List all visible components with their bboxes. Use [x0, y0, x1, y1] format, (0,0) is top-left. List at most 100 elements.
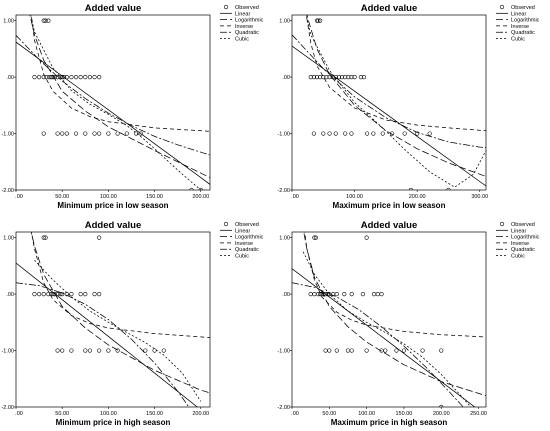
- observed-point: [41, 74, 46, 80]
- y-tick-label: -1.00: [277, 349, 290, 355]
- observed-point: [327, 348, 332, 353]
- legend-label: Linear: [511, 11, 526, 17]
- observed-point: [334, 348, 339, 353]
- legend-label: Logarithmic: [235, 235, 264, 241]
- observed-point: [55, 74, 60, 80]
- observed-point: [92, 131, 97, 136]
- x-tick-label: 50.00: [55, 411, 69, 417]
- observed-point: [83, 131, 88, 136]
- observed-point: [69, 348, 74, 353]
- series-cubic-line: [30, 15, 202, 190]
- observed-point: [401, 348, 407, 353]
- observed-point: [41, 291, 46, 297]
- x-tick-label: 50.00: [55, 194, 69, 200]
- x-tick-label: 150.00: [396, 411, 413, 417]
- y-tick-label: .00: [282, 292, 290, 298]
- observed-point: [327, 131, 332, 136]
- observed-point: [402, 131, 407, 136]
- observed-point: [321, 131, 326, 136]
- observed-point: [60, 131, 65, 136]
- series-linear-line: [292, 45, 486, 187]
- observed-point: [339, 74, 345, 80]
- observed-point: [358, 74, 363, 80]
- observed-point: [383, 348, 388, 353]
- observed-point: [321, 74, 326, 80]
- observed-point: [43, 18, 48, 23]
- observed-point: [349, 74, 354, 80]
- observed-point: [46, 18, 51, 23]
- observed-point: [334, 291, 339, 297]
- observed-point: [44, 74, 49, 80]
- observed-point: [439, 404, 444, 407]
- x-tick-label: 50.00: [322, 411, 336, 417]
- observed-point: [55, 348, 60, 353]
- series-logarithmic-line: [303, 232, 486, 397]
- observed-point: [87, 348, 93, 353]
- x-axis-label: Maximum price in low season: [333, 201, 446, 210]
- observed-point: [32, 291, 37, 297]
- series-cubic-line: [302, 251, 472, 407]
- observed-point: [360, 291, 365, 297]
- legend-label: Observed: [511, 5, 535, 11]
- observed-point: [36, 74, 42, 80]
- observed-point: [115, 348, 120, 353]
- series-linear-line: [292, 268, 476, 407]
- x-axis-label: Maximum price in high season: [331, 418, 448, 427]
- x-tick-label: 100.00: [100, 411, 117, 417]
- legend-label: Cubic: [235, 37, 249, 43]
- legend-label: Cubic: [511, 37, 525, 43]
- observed-point: [349, 348, 354, 353]
- observed-point: [318, 18, 323, 23]
- observed-point: [343, 131, 348, 136]
- observed-point: [69, 74, 74, 80]
- series-inverse-line: [31, 232, 210, 338]
- chart-title: Added value: [85, 3, 142, 14]
- observed-point: [313, 235, 318, 240]
- observed-point: [314, 18, 320, 23]
- y-tick-label: .00: [6, 75, 14, 81]
- observed-point: [106, 348, 111, 353]
- x-tick-label: 200.00: [192, 411, 209, 417]
- series-inverse-line: [304, 232, 486, 338]
- observed-point: [55, 131, 60, 136]
- observed-point: [371, 131, 376, 136]
- observed-point: [161, 348, 166, 353]
- observed-point: [415, 131, 420, 136]
- observed-point: [311, 131, 317, 136]
- observed-point: [52, 291, 57, 297]
- plot-frame: [15, 14, 211, 191]
- y-tick-label: 1.00: [279, 236, 290, 242]
- legend-label: Quadratic: [511, 30, 535, 36]
- y-tick-label: -2.00: [1, 405, 14, 411]
- observed-point: [394, 348, 399, 353]
- observed-point: [115, 131, 120, 136]
- observed-point: [41, 235, 46, 240]
- y-tick-label: -2.00: [277, 188, 290, 194]
- legend-label: Observed: [235, 5, 259, 11]
- observed-point: [343, 74, 348, 80]
- legend-marker-observed: [499, 221, 505, 227]
- legend-label: Observed: [235, 222, 259, 228]
- observed-point: [364, 131, 370, 136]
- observed-point: [124, 131, 129, 136]
- observed-point: [92, 74, 97, 80]
- observed-point: [32, 74, 37, 80]
- legend-label: Quadratic: [511, 247, 535, 253]
- series-quadratic-line: [292, 282, 464, 407]
- legend-label: Quadratic: [235, 247, 259, 253]
- series-quadratic-line: [16, 282, 190, 407]
- observed-point: [198, 187, 203, 190]
- observed-point: [138, 131, 143, 136]
- plot-frame: [291, 231, 487, 408]
- legend-label: Quadratic: [235, 30, 259, 36]
- observed-point: [364, 235, 369, 240]
- observed-point: [379, 291, 384, 297]
- observed-point: [36, 291, 42, 297]
- y-tick-label: -2.00: [277, 405, 290, 411]
- observed-point: [41, 131, 46, 136]
- y-tick-label: -1.00: [1, 349, 14, 355]
- observed-point: [64, 131, 69, 136]
- observed-point: [43, 235, 48, 240]
